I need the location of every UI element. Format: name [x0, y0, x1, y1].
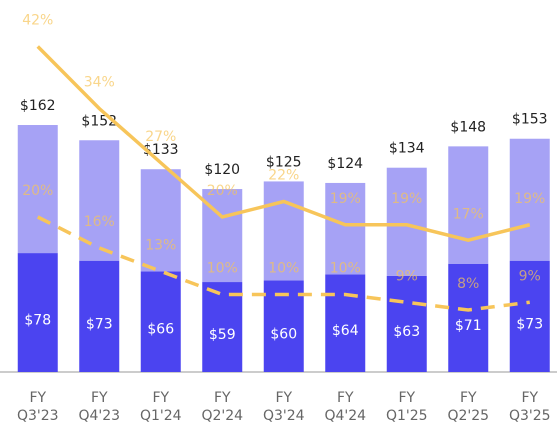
bar-segment	[448, 146, 489, 264]
x-tick-label: FY	[337, 390, 354, 406]
x-tick-label: FY	[460, 390, 477, 406]
bar-segment	[17, 125, 58, 254]
bar-label: $73	[516, 316, 543, 332]
bar-label: $66	[147, 322, 174, 338]
bar-label: $78	[24, 313, 51, 329]
line-label: 20%	[22, 183, 53, 199]
line-label: 13%	[145, 237, 176, 253]
x-tick-label: Q1'24	[140, 408, 182, 424]
line-label: 9%	[519, 268, 541, 284]
bar-segment	[325, 274, 366, 372]
bar-segment	[202, 282, 243, 372]
line-label: 16%	[84, 214, 115, 230]
total-label: $134	[389, 141, 425, 157]
bar-segment	[79, 260, 120, 372]
bar-label: $59	[209, 327, 236, 343]
bar-segment	[325, 182, 366, 275]
x-tick-label: Q2'25	[447, 408, 489, 424]
line-label: 22%	[268, 168, 299, 184]
x-tick-label: Q3'24	[263, 408, 305, 424]
x-tick-label: FY	[275, 390, 292, 406]
x-tick-label: FY	[214, 390, 231, 406]
bar-segment	[509, 138, 550, 261]
line-label: 10%	[207, 261, 238, 277]
line	[36, 45, 531, 243]
x-tick-label: Q3'23	[17, 408, 59, 424]
line-label: 8%	[457, 276, 479, 292]
total-label: $120	[204, 162, 240, 178]
total-label: $124	[327, 156, 363, 172]
bar-segment	[17, 253, 58, 372]
x-tick-label: FY	[152, 390, 169, 406]
bar-segment	[263, 181, 304, 281]
bar-segment	[509, 260, 550, 372]
bar-segment	[140, 271, 181, 372]
x-tick-label: Q4'23	[78, 408, 120, 424]
line-label: 10%	[268, 261, 299, 277]
x-tick-label: FY	[521, 390, 538, 406]
x-tick-label: FY	[398, 390, 415, 406]
x-tick-label: Q4'24	[324, 408, 366, 424]
total-label: $162	[20, 98, 56, 114]
x-tick-label: FY	[91, 390, 108, 406]
x-tick-label: Q2'24	[201, 408, 243, 424]
bar-segment	[386, 275, 427, 372]
bar-label: $71	[455, 318, 482, 334]
x-tick-label: Q3'25	[509, 408, 551, 424]
bar-segment	[386, 167, 427, 276]
bar-label: $63	[393, 324, 420, 340]
total-label: $125	[266, 154, 302, 170]
line-label: 10%	[330, 261, 361, 277]
line-label: 17%	[453, 206, 484, 222]
bar-segment	[140, 169, 181, 272]
total-label: $148	[450, 119, 486, 135]
line-label: 42%	[22, 13, 53, 29]
total-label: $153	[512, 112, 548, 128]
line-label: 9%	[396, 268, 418, 284]
x-tick-label: Q1'25	[386, 408, 428, 424]
bar-segment	[448, 263, 489, 372]
line-label: 34%	[84, 75, 115, 91]
bar-label: $60	[270, 326, 297, 342]
line-label: 20%	[207, 183, 238, 199]
line-label: 19%	[330, 191, 361, 207]
line-label: 27%	[145, 129, 176, 145]
dashed-line	[36, 215, 530, 312]
bar-label: $64	[332, 323, 359, 339]
bar-label: $73	[86, 316, 113, 332]
line-label: 19%	[514, 191, 545, 207]
x-tick-label: FY	[29, 390, 46, 406]
line-label: 19%	[391, 191, 422, 207]
